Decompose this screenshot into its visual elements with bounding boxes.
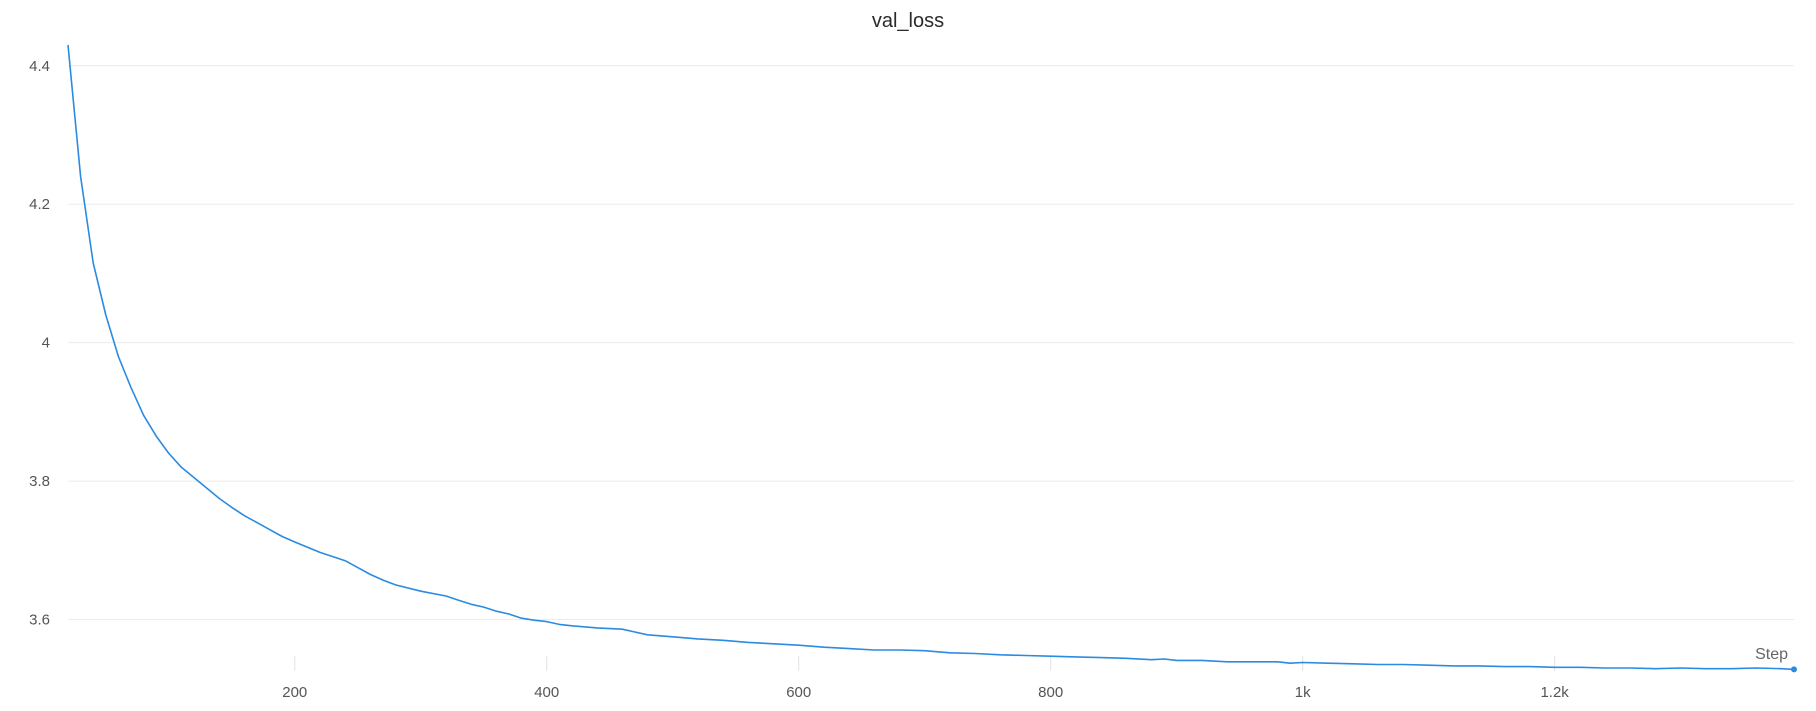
y-tick-label: 4 [42,335,50,352]
y-tick-label: 4.4 [29,58,50,75]
x-tick-label: 1.2k [1540,684,1569,701]
x-axis-label: Step [1755,646,1788,663]
series-line [67,44,1795,671]
y-tick-label: 3.6 [29,612,50,629]
chart-title: val_loss [871,10,945,32]
x-tick-label: 600 [786,684,811,701]
x-tick-label: 1k [1295,684,1311,701]
y-tick-label: 4.2 [29,196,50,213]
y-tick-label: 3.8 [29,473,50,490]
series-end-point [1791,666,1797,673]
x-tick-label: 400 [534,684,559,701]
x-tick-label: 200 [282,684,307,701]
x-tick-label: 800 [1038,684,1063,701]
